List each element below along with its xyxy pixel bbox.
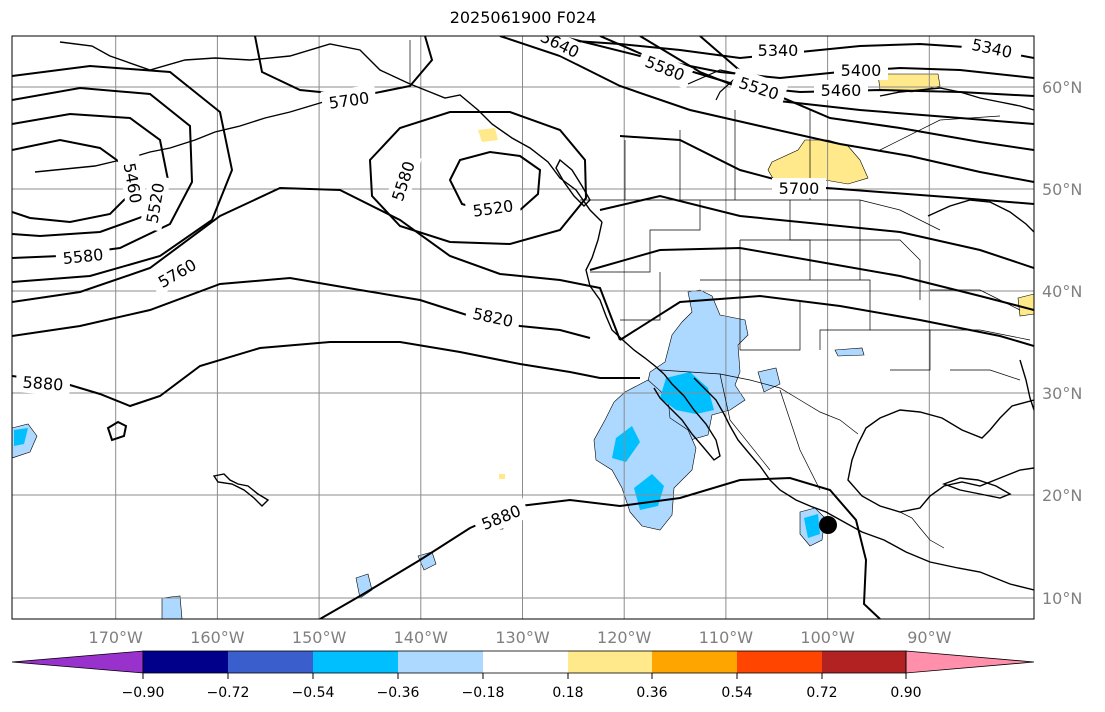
colorbar-tick-label: −0.90 — [122, 685, 165, 701]
fill-baja-pacific — [593, 379, 697, 531]
contour-5820 — [12, 276, 591, 339]
longitude-labels: 170°W 160°W 150°W 140°W 130°W 120°W 110°… — [89, 628, 952, 647]
fill-alaska-panhandle — [478, 128, 498, 142]
states-mexico-1 — [719, 373, 771, 471]
colorbar-segment — [822, 651, 906, 673]
states-west-1 — [590, 200, 701, 273]
lon-label: 120°W — [597, 628, 652, 647]
states-canada-5 — [879, 115, 1001, 151]
lat-label: 50°N — [1042, 180, 1082, 199]
latitude-labels: 60°N 50°N 40°N 30°N 20°N 10°N — [1042, 78, 1082, 608]
states-west-2 — [620, 272, 661, 321]
colorbar-frame — [142, 650, 907, 674]
lon-label: 150°W — [292, 628, 347, 647]
lon-label: 140°W — [394, 628, 449, 647]
colorbar-extend-high — [905, 650, 1035, 674]
coast-cuba — [942, 477, 1012, 499]
coast-hawaii — [212, 473, 270, 507]
fill-east-coast — [1017, 293, 1034, 317]
negative-anomaly-fill — [12, 289, 865, 619]
colorbar-segment — [313, 651, 398, 673]
fill-mid-core-4 — [804, 514, 820, 538]
fill-ocean-3 — [161, 595, 183, 619]
contour-5760-east — [599, 194, 1034, 269]
lat-label: 20°N — [1042, 486, 1082, 505]
colorbar-segment — [143, 651, 228, 673]
lon-label: 170°W — [89, 628, 144, 647]
fill-mid-core-3 — [612, 426, 640, 462]
contour-5880-south — [319, 476, 881, 619]
contour-5640-west — [12, 64, 234, 283]
colorbar: −0.90 −0.72 −0.54 −0.36 −0.18 0.18 0.36 … — [11, 650, 1035, 701]
states-east-2 — [930, 329, 1031, 341]
coast-alaska — [59, 41, 603, 223]
states-mid-2 — [870, 329, 931, 371]
lon-label: 160°W — [190, 628, 245, 647]
contour-5640 — [499, 36, 1034, 183]
contour-label: 5340 — [758, 41, 799, 60]
contour-5880-main — [12, 341, 640, 408]
coast-canada-east — [927, 199, 1034, 233]
colorbar-segment — [568, 651, 652, 673]
lat-label: 30°N — [1042, 384, 1082, 403]
map-panel: 5340 5340 5400 5460 5520 5580 5640 5700 … — [11, 35, 1035, 620]
fill-mid-core-5 — [14, 428, 28, 446]
contour-label: 5700 — [779, 179, 820, 198]
colorbar-tick-label: 0.18 — [552, 685, 583, 701]
lon-label: 110°W — [699, 628, 754, 647]
contour-small-loop — [106, 420, 128, 442]
colorbar-tick-label: 0.54 — [721, 685, 752, 701]
colorbar-segment — [737, 651, 822, 673]
contour-label: 5400 — [841, 61, 882, 80]
contour-5820-east — [589, 246, 1034, 311]
colorbar-tick-label: −0.36 — [377, 685, 420, 701]
contour-5580-low — [368, 111, 588, 246]
colorbar-tick-label: −0.54 — [292, 685, 335, 701]
fill-ocean-2 — [417, 551, 437, 571]
colorbar-extend-low — [11, 650, 144, 674]
contour-5880-east — [619, 294, 1034, 347]
coast-vancouver — [555, 158, 591, 207]
fill-ocean-4 — [757, 367, 781, 393]
lat-label: 60°N — [1042, 78, 1082, 97]
map-title: 2025061900 F024 — [449, 8, 597, 27]
map-frame — [11, 35, 1035, 620]
lon-label: 100°W — [800, 628, 855, 647]
colorbar-tick-label: 0.72 — [806, 685, 837, 701]
contour-5760 — [12, 186, 621, 341]
colorbar-tick-label: −0.72 — [207, 685, 250, 701]
states-mexico-2 — [779, 389, 821, 491]
colorbar-tick-label: 0.90 — [890, 685, 921, 701]
lat-label: 40°N — [1042, 282, 1082, 301]
colorbar-segment — [483, 651, 568, 673]
coast-alaska-peninsula — [111, 99, 331, 163]
colorbar-segment — [228, 651, 313, 673]
states-mid-1 — [859, 200, 921, 300]
lon-label: 90°W — [907, 628, 951, 647]
coast-gulf-mexico — [847, 399, 1034, 513]
colorbar-ticks — [142, 673, 907, 679]
lat-label: 10°N — [1042, 589, 1082, 608]
colorbar-tick-label: 0.36 — [636, 685, 667, 701]
contour-label: 5880 — [22, 373, 64, 395]
coast-florida — [1019, 359, 1034, 411]
contour-label: 5460 — [821, 81, 862, 100]
border-us-mexico — [659, 369, 859, 435]
coast-aleutians — [34, 161, 113, 173]
fill-ocean-5 — [834, 347, 865, 357]
contour-label: 5580 — [62, 245, 104, 268]
states-east-3 — [950, 369, 1021, 381]
coast-us-west — [585, 221, 665, 375]
location-marker — [819, 516, 837, 534]
border-mexico-guatemala — [899, 511, 945, 549]
colorbar-segment — [398, 651, 483, 673]
fill-baja-spot — [499, 474, 505, 479]
colorbar-tick-label: −0.18 — [462, 685, 505, 701]
coast-baja — [653, 373, 721, 461]
lon-label: 130°W — [495, 628, 550, 647]
coast-gulf-california — [693, 377, 1034, 591]
contour-5520-east — [639, 36, 1034, 125]
states-west-3 — [700, 279, 801, 351]
colorbar-segment — [652, 651, 737, 673]
